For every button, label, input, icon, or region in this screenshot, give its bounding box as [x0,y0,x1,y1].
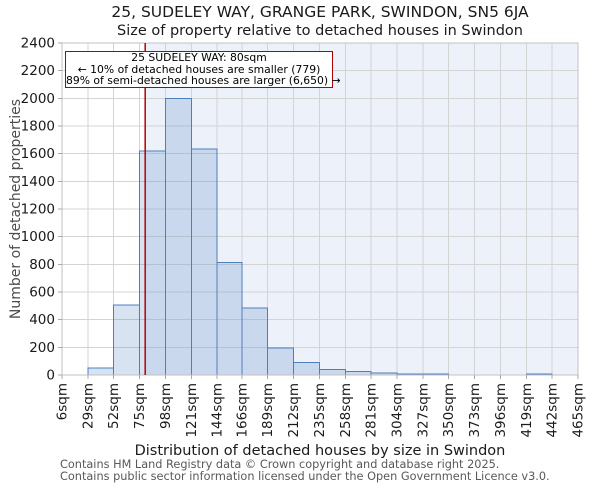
annotation-box: 25 SUDELEY WAY: 80sqm ← 10% of detached … [65,51,341,88]
x-tick-label: 373sqm [467,383,483,438]
footer-line-1: Contains HM Land Registry data © Crown c… [60,458,500,471]
x-tick-label: 98sqm [158,383,174,429]
chart-title: 25, SUDELEY WAY, GRANGE PARK, SWINDON, S… [111,3,529,21]
histogram-bar [241,307,269,376]
histogram-bar [344,371,372,376]
y-tick-label: 2200 [21,63,55,79]
y-tick-label: 1200 [21,202,55,218]
x-tick-label: 6sqm [55,383,71,420]
annotation-larger-stat: 89% of semi-detached houses are larger (… [66,74,341,88]
histogram-bar [113,304,141,376]
histogram-bar [190,148,218,376]
x-tick-label: 327sqm [415,383,431,438]
x-tick-label: 166sqm [234,383,250,438]
x-tick-label: 121sqm [184,383,200,438]
x-tick-label: 465sqm [571,383,587,438]
y-tick-label: 2400 [21,36,55,52]
y-tick-label: 0 [46,368,55,384]
y-tick-label: 1000 [21,229,55,245]
histogram-bar [267,347,295,376]
x-tick-label: 350sqm [441,383,457,438]
histogram-bar [216,261,243,376]
annotation-property-size: 25 SUDELEY WAY: 80sqm [131,51,267,65]
license-footer: Contains HM Land Registry data © Crown c… [60,458,550,484]
chart-subtitle: Size of property relative to detached ho… [117,23,523,39]
x-tick-label: 29sqm [80,383,96,429]
y-tick-label: 800 [29,257,55,273]
x-tick-label: 144sqm [210,383,226,438]
histogram-bar [293,362,320,376]
x-tick-label: 258sqm [338,383,354,438]
y-axis-label: Number of detached properties [8,99,24,319]
x-tick-label: 304sqm [390,383,406,438]
histogram-bar [164,97,192,376]
y-tick-label: 1600 [21,146,55,162]
x-tick-label: 235sqm [312,383,328,438]
histogram-bar [139,150,166,376]
histogram-bar [318,368,346,376]
x-tick-label: 75sqm [132,383,148,429]
y-tick-label: 2000 [21,91,55,107]
x-tick-label: 189sqm [260,383,276,438]
y-tick-label: 200 [29,340,55,356]
x-axis-label: Distribution of detached houses by size … [135,443,506,459]
annotation-smaller-stat: ← 10% of detached houses are smaller (77… [77,62,321,76]
x-tick-label: 281sqm [364,383,380,438]
y-tick-label: 1400 [21,174,55,190]
x-tick-label: 396sqm [493,383,509,438]
y-tick-label: 400 [29,312,55,328]
footer-line-2: Contains public sector information licen… [60,470,550,484]
histogram-bar [87,367,115,376]
y-tick-label: 600 [29,285,55,301]
x-tick-label: 419sqm [519,383,535,438]
y-tick-label: 1800 [21,119,55,135]
x-tick-label: 212sqm [286,383,302,438]
x-tick-label: 442sqm [545,383,561,438]
x-tick-label: 52sqm [106,383,122,429]
